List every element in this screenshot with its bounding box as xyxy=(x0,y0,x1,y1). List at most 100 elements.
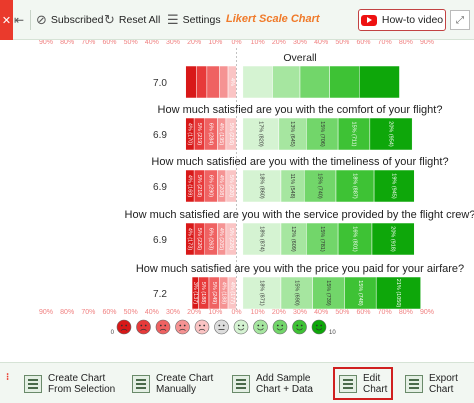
segment-data-label: 15% (739) xyxy=(325,280,331,306)
how-to-video-label: How-to video xyxy=(381,14,444,26)
positive-segment xyxy=(303,169,337,203)
axis-tick-label: 80% xyxy=(60,40,74,46)
segment-data-label: 17% (820) xyxy=(257,121,263,147)
axis-tick-label: 10% xyxy=(208,309,222,316)
export-icon xyxy=(405,374,423,393)
segment-data-label: 21% (1050) xyxy=(395,279,401,308)
face-eye xyxy=(296,324,299,327)
create-chart-from-selection-button[interactable]: Create Chart From Selection xyxy=(24,367,115,400)
add-sample-chart-button[interactable]: Add Sample Chart + Data xyxy=(232,367,313,400)
reset-icon: ↻ xyxy=(104,12,115,28)
add-sample-line2: Chart + Data xyxy=(256,383,313,395)
segment-data-label: 6% (284) xyxy=(208,123,214,145)
positive-segment xyxy=(280,222,307,256)
axis-tick-label: 80% xyxy=(60,309,74,316)
question-title: How much satisfied are you with the pric… xyxy=(136,263,464,275)
segment-data-label: 6% (290) xyxy=(208,175,214,197)
add-sample-line1: Add Sample xyxy=(256,372,311,384)
segment-data-label: 18% (860) xyxy=(258,173,264,199)
face-eye xyxy=(276,324,279,327)
legend-face-smile-3-icon xyxy=(272,319,288,335)
face-eye xyxy=(242,324,245,327)
face-eye xyxy=(257,324,260,327)
positive-segment xyxy=(236,117,244,151)
segment-data-label: 6% (263) xyxy=(208,228,214,250)
subscribed-button[interactable]: ⊘ Subscribed xyxy=(36,0,103,40)
positive-segment xyxy=(236,65,244,99)
positive-segment xyxy=(337,222,373,256)
how-to-video-button[interactable]: How-to video xyxy=(358,9,446,31)
face-eye xyxy=(144,324,147,327)
face-mouth xyxy=(276,328,284,331)
axis-tick-label: 40% xyxy=(314,309,328,316)
axis-tick-label: 70% xyxy=(81,40,95,46)
create-selection-line2: From Selection xyxy=(48,383,116,395)
segment-data-label: 15% (706) xyxy=(319,121,325,147)
segment-data-label: 4% (205) xyxy=(218,228,224,250)
youtube-icon xyxy=(360,14,377,26)
segment-data-label: 15% (748) xyxy=(357,280,363,306)
mean-score: 6.9 xyxy=(153,130,167,141)
expand-icon[interactable]: ⤢ xyxy=(450,10,470,30)
chart-grid-icon xyxy=(132,374,150,393)
close-panel-button[interactable]: ✕ xyxy=(0,0,13,40)
axis-tick-label: 80% xyxy=(399,40,413,46)
face-mouth xyxy=(140,328,147,331)
positive-segment xyxy=(236,169,244,203)
create-selection-label: Create Chart From Selection xyxy=(48,373,115,395)
positive-segment xyxy=(335,169,375,203)
segment-data-label: 5% (226) xyxy=(196,228,202,250)
create-selection-line1: Create Chart xyxy=(48,372,106,384)
face-eye xyxy=(183,324,186,327)
positive-segment xyxy=(312,276,345,310)
positive-segment xyxy=(299,65,330,99)
create-manual-label: Create Chart Manually xyxy=(156,373,213,395)
legend-face-smile-5-icon xyxy=(311,319,327,335)
face-mouth xyxy=(257,328,264,331)
positive-segment xyxy=(242,65,273,99)
create-chart-manually-button[interactable]: Create Chart Manually xyxy=(132,367,213,400)
segment-data-label: 4% (177) xyxy=(229,282,235,304)
face-mouth xyxy=(315,328,323,331)
axis-tick-label: 60% xyxy=(102,309,116,316)
reset-all-button[interactable]: ↻ Reset All xyxy=(104,0,160,40)
face-eye xyxy=(203,324,206,327)
positive-segment xyxy=(306,117,339,151)
negative-segment xyxy=(185,65,197,99)
segment-data-label: 15% (690) xyxy=(293,280,299,306)
face-eye xyxy=(218,324,221,327)
segment-data-label: 15% (781) xyxy=(319,226,325,252)
axis-tick-label: 60% xyxy=(356,309,370,316)
edit-chart-icon xyxy=(339,374,357,393)
negative-segment xyxy=(196,65,208,99)
positive-segment xyxy=(375,276,421,310)
face-eye xyxy=(140,324,143,327)
axis-tick-label: 50% xyxy=(124,40,138,46)
axis-tick-label: 70% xyxy=(378,40,392,46)
segment-data-label: 4% xyxy=(229,78,235,86)
face-eye xyxy=(222,324,225,327)
mean-score: 6.9 xyxy=(153,235,167,246)
edit-chart-line2: Chart xyxy=(363,383,388,395)
segment-data-label: 5% (226) xyxy=(228,228,234,250)
segment-data-label: 4% (173) xyxy=(186,228,192,250)
axis-tick-label: 50% xyxy=(335,309,349,316)
face-mouth xyxy=(198,328,206,331)
segment-data-label: 4% (208) xyxy=(218,175,224,197)
positive-segment xyxy=(242,276,282,310)
legend-face-smile-1-icon xyxy=(233,319,249,335)
grip-handle-icon[interactable]: ⁝ xyxy=(6,372,10,383)
settings-button[interactable]: ☰ Settings xyxy=(167,0,221,40)
bottom-toolbar: ⁝ Create Chart From Selection Create Cha… xyxy=(0,362,474,403)
negative-segment xyxy=(206,65,220,99)
export-chart-button[interactable]: Export Chart xyxy=(405,367,458,400)
checkmark-circle-icon: ⊘ xyxy=(36,12,47,28)
edit-chart-button[interactable]: Edit Chart xyxy=(333,367,394,400)
subscribed-label: Subscribed xyxy=(50,14,104,26)
face-mouth xyxy=(179,328,186,331)
axis-tick-label: 20% xyxy=(272,309,286,316)
positive-segment xyxy=(236,276,244,310)
back-icon[interactable]: ⇤ xyxy=(14,13,25,27)
segment-data-label: 12% (609) xyxy=(290,226,296,252)
edit-chart-label: Edit Chart xyxy=(363,373,387,395)
